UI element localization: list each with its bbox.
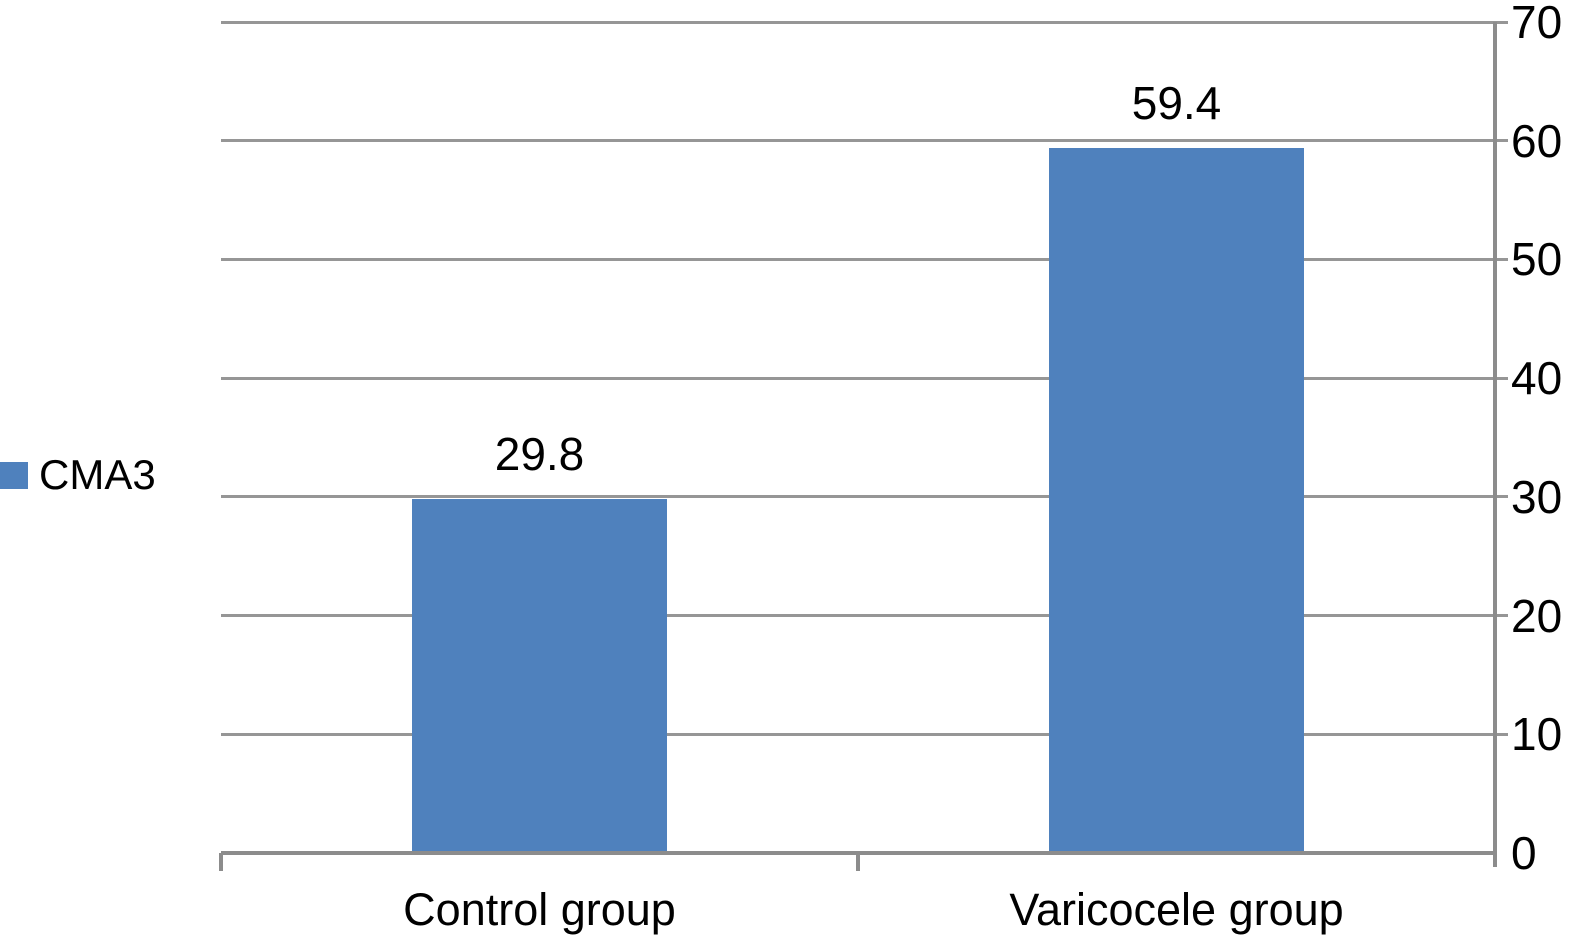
y-axis-tick-label: 50 xyxy=(1511,233,1563,286)
gridline xyxy=(221,614,1508,618)
y-axis-tick-label: 70 xyxy=(1511,0,1563,48)
y-axis-tick-label: 20 xyxy=(1511,589,1563,642)
legend-label: CMA3 xyxy=(39,451,156,498)
x-axis-tick xyxy=(219,853,223,871)
gridline xyxy=(221,495,1508,499)
gridline xyxy=(221,257,1508,261)
y-axis-tick-label: 40 xyxy=(1511,352,1563,405)
bar xyxy=(412,499,667,853)
x-axis-category-label: Control group xyxy=(403,884,676,935)
gridline xyxy=(221,376,1508,380)
y-axis-tick-label: 60 xyxy=(1511,114,1563,167)
gridline xyxy=(221,139,1508,143)
plot-area: 29.8 59.4 xyxy=(221,20,1508,853)
bar-value-label: 59.4 xyxy=(1131,76,1222,129)
y-axis-line xyxy=(1493,22,1497,867)
x-axis-tick xyxy=(856,853,860,871)
y-axis-tick-label: 10 xyxy=(1511,708,1563,761)
y-axis-tick-label: 30 xyxy=(1511,470,1563,523)
y-axis-tick-label: 0 xyxy=(1511,827,1537,879)
legend: CMA3 xyxy=(0,452,156,498)
bar xyxy=(1049,147,1304,853)
legend-swatch-icon xyxy=(0,461,28,489)
gridline xyxy=(221,20,1508,24)
bar-value-label: 29.8 xyxy=(494,428,585,481)
x-axis-category-label: Varicocele group xyxy=(1009,884,1344,935)
gridline xyxy=(221,732,1508,736)
